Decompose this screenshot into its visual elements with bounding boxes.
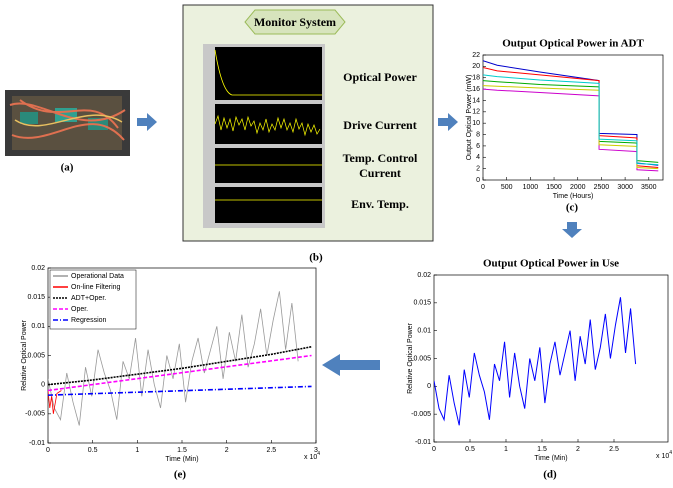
series-line [48, 291, 299, 426]
x-tick-label: 1 [135, 447, 139, 454]
x-tick-label: 3500 [641, 184, 657, 191]
multiplier: x 104 [304, 451, 320, 461]
caption: (e) [174, 469, 187, 481]
x-tick-label: 1000 [523, 184, 539, 191]
series-line [48, 390, 62, 414]
y-tick-label: -0.01 [29, 440, 45, 447]
series-group [434, 297, 637, 426]
y-tick-label: -0.01 [415, 439, 431, 446]
y-tick-label: 0 [427, 383, 431, 390]
caption: (b) [309, 252, 323, 264]
caption: (a) [61, 162, 74, 174]
y-label: Relative Optical Power [21, 319, 28, 390]
y-tick-label: 14 [472, 97, 480, 104]
series-line [483, 74, 659, 166]
monitor-label: Optical Power [343, 70, 417, 84]
legend-label: On-line Filtering [71, 284, 121, 291]
x-tick-label: 0 [46, 447, 50, 454]
x-tick-label: 1.5 [537, 446, 547, 453]
title-badge [244, 9, 346, 35]
arrow [438, 113, 458, 131]
multiplier-base: x 10 [304, 454, 317, 461]
caption: (c) [566, 202, 579, 214]
monitor-title: Monitor System [254, 15, 336, 29]
arrow [137, 113, 157, 131]
plot-area [433, 274, 669, 443]
multiplier-exp: 4 [317, 451, 320, 457]
monitor-plots [203, 44, 325, 228]
x-tick-label: 0 [432, 446, 436, 453]
x-tick-label: 2.5 [266, 447, 276, 454]
y-tick-label: 16 [472, 86, 480, 93]
series-line [434, 297, 637, 426]
x-tick-label: 2.5 [609, 446, 619, 453]
y-tick-label: 0.01 [417, 328, 431, 335]
y-tick-label: 0.005 [413, 355, 431, 362]
y-tick-label: 6 [476, 143, 480, 150]
plot-title: Output Optical Power in Use [483, 258, 619, 270]
y-tick-label: 4 [476, 154, 480, 161]
photo [5, 90, 130, 156]
legend-box [49, 269, 137, 330]
y-tick-label: 0.01 [31, 323, 45, 330]
arrow [562, 222, 582, 238]
x-tick-label: 0 [481, 184, 485, 191]
series-group [48, 291, 312, 426]
legend-label: Oper. [71, 306, 88, 313]
y-label: Output Optical Power (mW) [466, 75, 473, 161]
y-tick-label: 0 [476, 177, 480, 184]
y-tick-label: 10 [472, 120, 480, 127]
multiplier-exp: 4 [669, 450, 672, 456]
x-tick-label: 0.5 [465, 446, 475, 453]
monitor-label: Env. Temp. [351, 197, 409, 211]
legend-label: Regression [71, 317, 107, 324]
x-tick-label: 3 [314, 447, 318, 454]
y-tick-label: 0.005 [27, 352, 45, 359]
y-tick-label: 22 [472, 52, 480, 59]
legend-label: Operational Data [71, 273, 124, 280]
y-tick-label: 0.015 [413, 300, 431, 307]
x-tick-label: 2 [225, 447, 229, 454]
y-tick-label: 18 [472, 75, 480, 82]
y-tick-label: 0.02 [31, 265, 45, 272]
x-label: Time (Min) [534, 455, 567, 462]
x-label: Time (Min) [165, 456, 198, 463]
x-tick-label: 0.5 [88, 447, 98, 454]
series-line [48, 345, 312, 386]
x-tick-label: 1.5 [177, 447, 187, 454]
x-tick-label: 2 [576, 446, 580, 453]
y-tick-label: 0.02 [417, 272, 431, 279]
x-tick-label: 1500 [546, 184, 562, 191]
y-tick-label: -0.005 [25, 411, 45, 418]
x-tick-label: 2500 [594, 184, 610, 191]
series-group [483, 60, 659, 172]
x-tick-label: 3000 [617, 184, 633, 191]
x-tick-label: 500 [501, 184, 513, 191]
caption: (d) [543, 469, 557, 481]
monitor-label: Drive Current [343, 118, 417, 132]
series-line [48, 354, 312, 392]
y-label: Relative Optical Power [407, 322, 414, 393]
x-tick-label: 1 [504, 446, 508, 453]
arrow [322, 354, 380, 376]
y-tick-label: 20 [472, 63, 480, 70]
x-label: Time (Hours) [553, 193, 594, 200]
plot-area [482, 54, 664, 181]
multiplier-base: x 10 [656, 453, 669, 460]
multiplier: x 104 [656, 450, 672, 460]
y-tick-label: 8 [476, 131, 480, 138]
y-tick-label: 12 [472, 109, 480, 116]
y-tick-label: 2 [476, 165, 480, 172]
y-tick-label: 0.015 [27, 294, 45, 301]
y-tick-label: -0.005 [411, 411, 431, 418]
series-line [48, 385, 312, 396]
y-tick-label: 0 [41, 382, 45, 389]
monitor-label: Temp. Control Current [342, 151, 418, 180]
x-tick-label: 2000 [570, 184, 586, 191]
legend-label: ADT+Oper. [71, 295, 106, 302]
plot-title: Output Optical Power in ADT [502, 38, 644, 50]
